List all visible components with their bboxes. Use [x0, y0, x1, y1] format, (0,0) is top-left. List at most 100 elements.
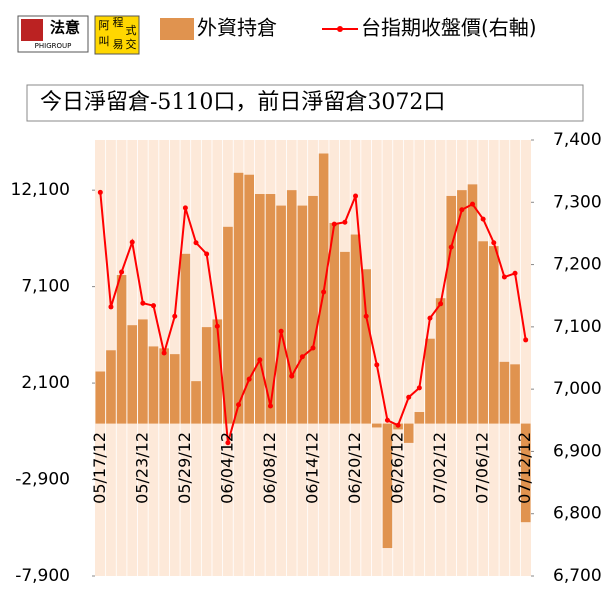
- y2-tick-label: 7,000: [553, 379, 602, 399]
- logo-sub: PHIGROUP: [35, 42, 72, 50]
- bar: [191, 381, 201, 424]
- bar: [371, 423, 382, 428]
- bar: [265, 194, 276, 424]
- bar: [223, 226, 233, 424]
- logo-char: 式: [126, 24, 137, 37]
- line-marker: [214, 323, 220, 329]
- logo-right: 阿 程 式 叫 易 交: [94, 15, 140, 55]
- bar: [297, 205, 308, 424]
- logo-char: 叫: [99, 35, 110, 48]
- line-marker: [416, 385, 422, 391]
- line-marker: [246, 376, 252, 382]
- line-marker: [289, 373, 295, 379]
- bar: [340, 251, 350, 424]
- bar: [520, 423, 531, 523]
- y-tick-label: -7,900: [15, 566, 70, 586]
- x-tick-label: 05/17/12: [90, 432, 109, 504]
- bar: [286, 190, 297, 424]
- line-marker: [480, 216, 486, 222]
- logo-char: 交: [126, 37, 137, 51]
- line-marker: [491, 240, 497, 246]
- bar: [127, 325, 138, 424]
- line-marker: [342, 219, 348, 225]
- title-box: [26, 84, 584, 122]
- legend-marker: [337, 26, 343, 32]
- logo-box: [94, 15, 140, 55]
- x-tick-label: 05/29/12: [175, 432, 194, 504]
- line-marker: [321, 289, 327, 295]
- bar: [308, 195, 318, 424]
- x-tick-label: 06/08/12: [260, 432, 279, 504]
- line-marker: [438, 301, 444, 307]
- line-marker: [129, 239, 135, 245]
- y2-tick-label: 7,300: [553, 192, 602, 212]
- bar: [255, 194, 265, 424]
- line-marker: [363, 313, 369, 319]
- legend-label: 外資持倉: [197, 16, 277, 40]
- bar: [510, 364, 520, 424]
- bar: [467, 184, 478, 424]
- line-marker: [406, 394, 412, 400]
- legend-label: 台指期收盤價(右軸): [361, 16, 537, 40]
- y-tick-label: -2,900: [15, 470, 70, 490]
- logo-icon: [21, 19, 43, 41]
- bar: [116, 275, 127, 424]
- bar: [233, 172, 244, 424]
- line-marker: [172, 313, 178, 319]
- line-marker: [193, 240, 199, 246]
- line-marker: [161, 350, 167, 356]
- bar: [169, 354, 180, 424]
- line-marker: [384, 417, 390, 423]
- y2-tick-label: 6,900: [553, 441, 602, 461]
- logo-left: 法意 PHIGROUP: [17, 15, 89, 53]
- y-tick-label: 7,100: [21, 277, 70, 297]
- line-marker: [427, 315, 433, 321]
- line-marker: [459, 207, 465, 213]
- line-marker: [470, 201, 476, 207]
- legend-swatch: [160, 18, 194, 40]
- bar: [180, 253, 191, 424]
- x-tick-label: 06/26/12: [388, 432, 407, 504]
- line-marker: [523, 337, 529, 343]
- bar: [425, 338, 435, 424]
- line-marker: [267, 403, 273, 409]
- y2-tick-label: 7,400: [553, 130, 602, 150]
- bar: [138, 319, 148, 424]
- bar: [382, 423, 393, 549]
- line-marker: [512, 270, 518, 276]
- line-marker: [150, 303, 156, 309]
- bar: [329, 222, 340, 424]
- bar: [201, 327, 212, 424]
- bar: [488, 246, 499, 424]
- line-marker: [331, 221, 337, 227]
- line-marker: [257, 357, 263, 363]
- line-marker: [97, 189, 103, 195]
- bar: [435, 298, 446, 424]
- line-marker: [395, 422, 401, 428]
- line-marker: [119, 269, 125, 275]
- bar: [148, 346, 159, 424]
- bar: [159, 348, 169, 424]
- y-tick-label: 2,100: [21, 373, 70, 393]
- line-marker: [310, 345, 316, 351]
- line-marker: [448, 244, 454, 250]
- logo-char: 易: [113, 38, 124, 51]
- line-marker: [204, 251, 210, 257]
- logo-char: 程: [113, 16, 124, 29]
- chart-title: 今日淨留倉-5110口，前日淨留倉3072口: [40, 90, 445, 115]
- bar: [478, 241, 488, 424]
- x-tick-label: 07/02/12: [430, 432, 449, 504]
- line-marker: [501, 274, 507, 280]
- x-tick-label: 06/04/12: [217, 432, 236, 504]
- line-marker: [182, 205, 188, 211]
- y2-tick-label: 7,200: [553, 255, 602, 275]
- bar: [446, 195, 457, 424]
- x-tick-label: 07/06/12: [473, 432, 492, 504]
- y2-tick-label: 7,100: [553, 317, 602, 337]
- bar: [95, 371, 106, 424]
- line-marker: [236, 402, 242, 408]
- y2-tick-label: 6,800: [553, 504, 602, 524]
- bar: [212, 319, 223, 424]
- bar: [244, 174, 255, 424]
